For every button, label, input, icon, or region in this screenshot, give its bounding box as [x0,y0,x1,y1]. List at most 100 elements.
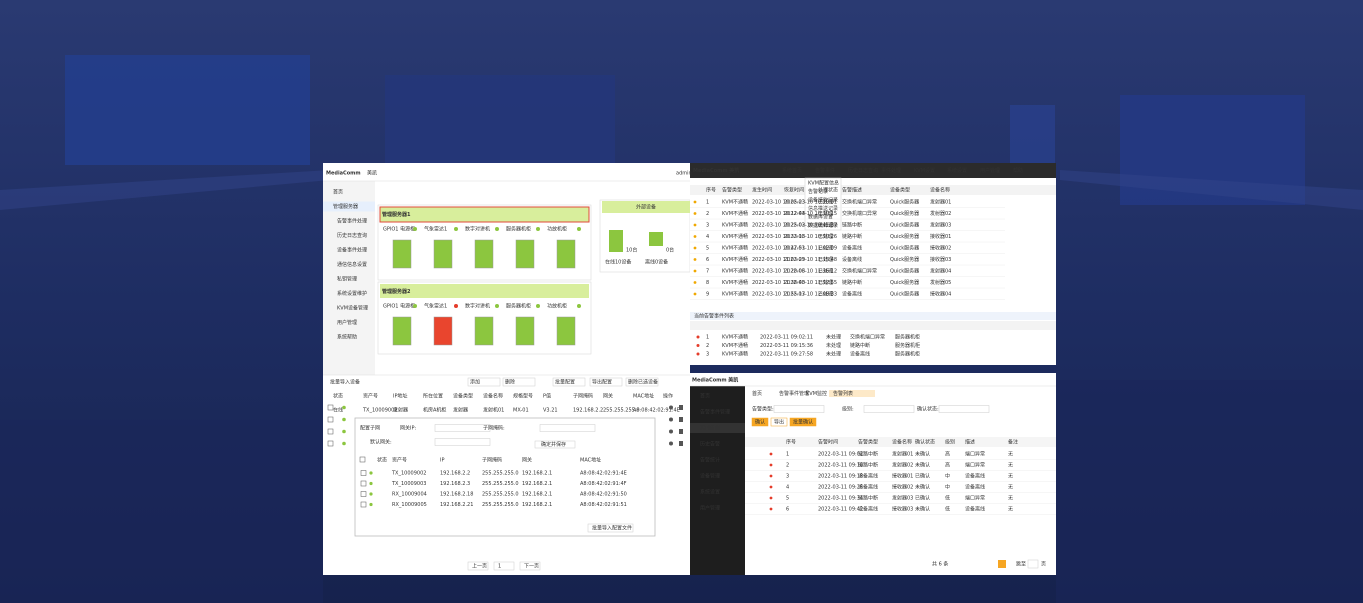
view-icon[interactable] [669,405,673,410]
dropdown-item[interactable]: 数据统计记录 [808,222,838,229]
nav-item[interactable]: 系统首页 [782,167,802,174]
toolbar-button[interactable] [589,377,623,387]
tab[interactable]: 告警事件管理 [779,390,809,397]
checkbox[interactable] [359,456,366,463]
status-dot [577,304,581,308]
toolbar-item[interactable]: 批量配置 [555,379,575,386]
table-cell: 192.168.2.1 [522,471,552,477]
table-cell: 设备离线 [965,484,985,491]
toolbar-item[interactable]: 删除已选设备 [628,379,658,386]
nav-item[interactable]: 用户管理 [980,167,1000,174]
nav-item[interactable]: 帮助 [1013,167,1023,174]
toolbar-item[interactable]: 添加 [470,379,480,386]
toolbar-item[interactable]: 导出配置 [592,379,612,386]
delete-icon[interactable] [679,441,683,446]
nav-item[interactable]: 告警事件 [815,167,835,174]
select[interactable] [773,405,825,413]
tab-active [829,390,875,397]
brand: MediaComm [326,171,361,177]
view-icon[interactable] [669,429,673,434]
checkbox[interactable] [327,440,334,447]
input[interactable] [1027,559,1039,569]
alarm-dot [696,335,700,339]
button[interactable] [770,417,788,427]
table-cell: 已处理 [818,222,833,229]
button-label[interactable]: 批量确认 [793,419,813,426]
table-cell: 2022-03-10 11:03:29 [752,257,805,263]
checkbox[interactable] [327,428,334,435]
dropdown-item[interactable]: 设备接收记录 [808,197,838,204]
delete-icon[interactable] [679,405,683,410]
sidebar-item[interactable]: 用户管理 [700,505,720,512]
table-cell: 接收器01 [892,473,913,480]
tab[interactable]: KVM监控 [806,390,827,397]
checkbox[interactable] [360,491,367,497]
page-label[interactable]: 1 [498,564,501,570]
page-current[interactable] [998,560,1006,568]
sidebar-item[interactable]: 告警事件管理 [700,409,730,416]
dropdown-item[interactable]: 信息推送记录 [808,205,838,212]
delete-icon[interactable] [679,417,683,422]
dropdown-item[interactable]: KVM配置信息 [808,180,839,187]
button[interactable] [587,523,634,533]
nav-item[interactable]: 事件处理 [881,167,901,174]
checkbox[interactable] [360,480,367,487]
checkbox[interactable] [360,501,367,508]
table-cell: KVM不通畅 [722,210,748,217]
table-cell: 2022-03-10 11:36:12 [784,269,837,275]
nav-item[interactable]: 系统设置 [947,167,967,174]
toolbar-button[interactable] [552,377,586,387]
toolbar-item[interactable]: 删除 [505,379,515,386]
sidebar-item[interactable]: 首页 [700,393,710,400]
table-cell: 无 [1008,474,1013,480]
page-label[interactable]: 上一页 [472,563,487,570]
table-cell: 192.168.2.2 [440,471,470,477]
star-icon [693,200,697,204]
delete-icon[interactable] [679,429,683,434]
toolbar-button[interactable] [467,377,501,387]
select[interactable] [938,405,990,413]
checkbox[interactable] [327,404,334,411]
view-icon[interactable] [669,417,673,422]
toolbar-item[interactable]: 批量导入设备 [330,379,360,386]
button[interactable] [534,440,576,449]
table-cell: 设备离线 [965,506,985,513]
input[interactable] [434,438,491,446]
table-cell: 端口异常 [965,462,985,469]
sidebar-item[interactable]: 历史告警 [700,441,720,448]
nav-item[interactable]: 历史日志查询 [848,167,878,174]
view-icon[interactable] [669,441,673,446]
button[interactable] [751,417,769,427]
page-button[interactable] [467,561,489,571]
page-button[interactable] [493,561,515,571]
table-cell: 255.255.255.0 [482,492,519,498]
tab[interactable]: 告警列表 [833,390,853,397]
checkbox[interactable] [360,470,367,476]
filter-label: 确认状态: [917,406,939,413]
sidebar-item[interactable]: 设备管理 [700,473,720,480]
section-bar [690,312,1056,320]
table-cell: 2022-03-10 10:47:51 [752,246,805,252]
button-label[interactable]: 确认 [755,419,765,426]
page-label[interactable]: 下一页 [524,564,539,570]
table-cell: 已处理 [818,199,833,206]
dropdown-item[interactable]: 告警记录 [808,188,828,195]
button-label[interactable]: 导出 [774,419,784,426]
select[interactable] [863,405,915,413]
button-label[interactable]: 确定并保存 [541,441,566,448]
nav-item[interactable]: KVM设置 [914,167,935,174]
button[interactable] [789,417,817,427]
toolbar-button[interactable] [625,377,659,387]
page-button[interactable] [519,561,541,571]
button-label[interactable]: 批量导入配置文件 [592,525,632,532]
alarm-dot [769,496,773,500]
tab[interactable]: 首页 [752,390,762,397]
checkbox[interactable] [327,416,334,423]
sidebar-item[interactable]: 系统设置 [700,489,720,496]
dropdown-item[interactable]: 数据库设置 [808,214,833,221]
sidebar-item[interactable]: 实时告警 [700,425,720,432]
sidebar-item[interactable]: 告警统计 [700,457,720,464]
input[interactable] [539,424,596,432]
toolbar-button[interactable] [502,377,536,387]
input[interactable] [434,424,491,432]
